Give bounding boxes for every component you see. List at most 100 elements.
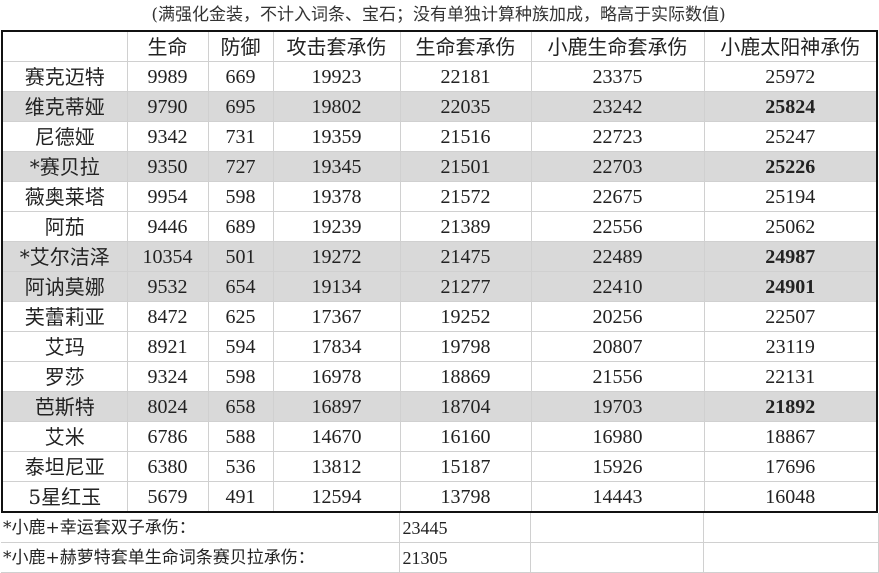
table-border: 生命 防御 攻击套承伤 生命套承伤 小鹿生命套承伤 小鹿太阳神承伤 赛克迈特 9989 669… — [1, 30, 878, 513]
character-name-cell: 阿讷莫娜 — [3, 271, 127, 302]
hp-set-cell: 22181 — [399, 61, 531, 92]
table-row: 尼德娅 9342 731 19359 21516 22723 25247 — [3, 121, 876, 152]
hp-cell: 5679 — [126, 481, 208, 511]
attack-set-cell: 19134 — [272, 271, 400, 302]
attack-set-cell: 16897 — [272, 391, 400, 422]
hp-cell: 8472 — [126, 301, 208, 332]
hp-set-cell: 15187 — [399, 451, 531, 482]
defense-cell: 689 — [207, 211, 273, 242]
deer-hp-set-cell: 23375 — [530, 61, 704, 92]
character-name-cell: 尼德娅 — [3, 121, 127, 152]
hp-cell: 9446 — [126, 211, 208, 242]
column-header: 攻击套承伤 — [272, 32, 400, 62]
character-name-cell: 罗莎 — [3, 361, 127, 392]
deer-sun-cell: 17696 — [703, 451, 876, 482]
attack-set-cell: 19345 — [272, 151, 400, 182]
hp-set-cell: 18869 — [399, 361, 531, 392]
footer-row-1: *小鹿+幸运套双子承伤： 23445 — [1, 513, 879, 543]
hp-cell: 9324 — [126, 361, 208, 392]
defense-cell: 536 — [207, 451, 273, 482]
character-name-cell: 赛克迈特 — [3, 61, 127, 92]
hp-cell: 9790 — [126, 91, 208, 122]
empty-cell — [529, 542, 704, 573]
deer-sun-cell: 24987 — [703, 241, 876, 272]
attack-set-cell: 12594 — [272, 481, 400, 511]
attack-set-cell: 19378 — [272, 181, 400, 212]
column-header: 小鹿生命套承伤 — [530, 32, 704, 62]
attack-set-cell: 19359 — [272, 121, 400, 152]
table-row: *赛贝拉 9350 727 19345 21501 22703 25226 — [3, 151, 876, 182]
deer-hp-set-cell: 19703 — [530, 391, 704, 422]
deer-sun-cell: 25824 — [703, 91, 876, 122]
column-header: 防御 — [207, 32, 273, 62]
character-name-cell: *艾尔洁泽 — [3, 241, 127, 272]
defense-cell: 669 — [207, 61, 273, 92]
character-name-cell: 泰坦尼亚 — [3, 451, 127, 482]
character-name-cell: 5星红玉 — [3, 481, 127, 511]
hp-cell: 6380 — [126, 451, 208, 482]
deer-sun-cell: 25247 — [703, 121, 876, 152]
footer-label: *小鹿+赫萝特套单生命词条赛贝拉承伤： — [1, 542, 400, 573]
empty-cell — [702, 513, 879, 543]
deer-sun-cell: 21892 — [703, 391, 876, 422]
footer-value: 23445 — [398, 513, 531, 543]
attack-set-cell: 19802 — [272, 91, 400, 122]
attack-set-cell: 17367 — [272, 301, 400, 332]
deer-sun-cell: 23119 — [703, 331, 876, 362]
empty-cell — [529, 513, 704, 543]
deer-sun-cell: 22131 — [703, 361, 876, 392]
deer-hp-set-cell: 20807 — [530, 331, 704, 362]
defense-cell: 695 — [207, 91, 273, 122]
deer-sun-cell: 16048 — [703, 481, 876, 511]
defense-cell: 731 — [207, 121, 273, 152]
deer-hp-set-cell: 22489 — [530, 241, 704, 272]
hp-set-cell: 22035 — [399, 91, 531, 122]
hp-set-cell: 21389 — [399, 211, 531, 242]
defense-cell: 594 — [207, 331, 273, 362]
character-name-cell: 阿茄 — [3, 211, 127, 242]
character-name-cell: 艾玛 — [3, 331, 127, 362]
defense-cell: 654 — [207, 271, 273, 302]
column-header — [3, 32, 127, 62]
footer-table: *小鹿+幸运套双子承伤： 23445 *小鹿+赫萝特套单生命词条赛贝拉承伤： 2… — [1, 513, 879, 573]
table-row: 艾米 6786 588 14670 16160 16980 18867 — [3, 421, 876, 452]
table-row: 艾玛 8921 594 17834 19798 20807 23119 — [3, 331, 876, 362]
attack-set-cell: 19239 — [272, 211, 400, 242]
deer-sun-cell: 25062 — [703, 211, 876, 242]
deer-hp-set-cell: 23242 — [530, 91, 704, 122]
hp-set-cell: 19798 — [399, 331, 531, 362]
hp-cell: 9350 — [126, 151, 208, 182]
deer-hp-set-cell: 20256 — [530, 301, 704, 332]
column-header: 小鹿太阳神承伤 — [703, 32, 876, 62]
deer-hp-set-cell: 22410 — [530, 271, 704, 302]
deer-hp-set-cell: 22723 — [530, 121, 704, 152]
hp-set-cell: 21516 — [399, 121, 531, 152]
character-name-cell: 薇奥莱塔 — [3, 181, 127, 212]
hp-cell: 10354 — [126, 241, 208, 272]
hp-cell: 9532 — [126, 271, 208, 302]
table-row: 赛克迈特 9989 669 19923 22181 23375 25972 — [3, 61, 876, 92]
deer-sun-cell: 22507 — [703, 301, 876, 332]
deer-sun-cell: 24901 — [703, 271, 876, 302]
table-note: (满强化金装，不计入词条、宝石；没有单独计算种族加成，略高于实际数值) — [151, 5, 726, 25]
table-row: 阿茄 9446 689 19239 21389 22556 25062 — [3, 211, 876, 242]
empty-cell — [702, 542, 879, 573]
deer-hp-set-cell: 16980 — [530, 421, 704, 452]
hp-set-cell: 21501 — [399, 151, 531, 182]
deer-hp-set-cell: 15926 — [530, 451, 704, 482]
deer-sun-cell: 25972 — [703, 61, 876, 92]
defense-cell: 598 — [207, 181, 273, 212]
table-row: 泰坦尼亚 6380 536 13812 15187 15926 17696 — [3, 451, 876, 482]
hp-set-cell: 13798 — [399, 481, 531, 511]
table-row: 罗莎 9324 598 16978 18869 21556 22131 — [3, 361, 876, 392]
hp-set-cell: 16160 — [399, 421, 531, 452]
hp-set-cell: 19252 — [399, 301, 531, 332]
attack-set-cell: 14670 — [272, 421, 400, 452]
deer-hp-set-cell: 21556 — [530, 361, 704, 392]
table-row: 阿讷莫娜 9532 654 19134 21277 22410 24901 — [3, 271, 876, 302]
hp-cell: 8024 — [126, 391, 208, 422]
attack-set-cell: 13812 — [272, 451, 400, 482]
character-name-cell: 芙蕾莉亚 — [3, 301, 127, 332]
defense-cell: 491 — [207, 481, 273, 511]
footer-value: 21305 — [398, 542, 531, 573]
